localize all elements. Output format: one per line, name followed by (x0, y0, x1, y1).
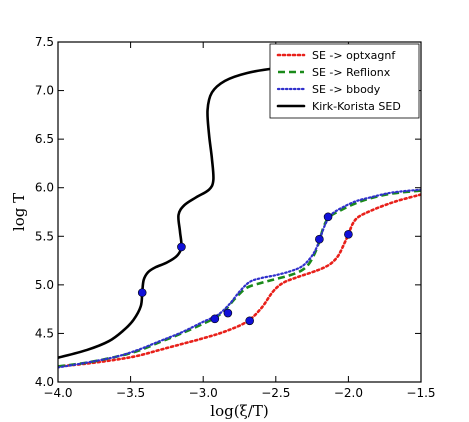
series-line-1 (58, 193, 421, 368)
x-tick-label: −3.5 (116, 386, 145, 400)
y-tick-label: 5.0 (35, 278, 54, 292)
legend: SE -> optxagnf SE -> Reflionx SE -> bbody K… (269, 43, 420, 119)
x-tick-label: −3.0 (189, 386, 218, 400)
y-tick-label: 7.5 (35, 35, 54, 49)
y-tick-label: 7.0 (35, 84, 54, 98)
legend-label-4: Kirk-Korista SED (312, 100, 401, 113)
data-marker (315, 234, 324, 244)
data-marker (177, 242, 186, 252)
data-marker (245, 316, 254, 326)
x-axis-label: log(ξ/T) (210, 402, 268, 420)
plot-frame (57, 41, 422, 383)
y-tick-label: 4.5 (35, 326, 54, 340)
legend-label-1: SE -> optxagnf (312, 49, 396, 62)
y-axis-label: log T (10, 193, 28, 231)
series-line-4 (58, 64, 323, 360)
y-tick-label: 6.0 (35, 181, 54, 195)
data-marker (210, 314, 220, 324)
plot-area (58, 64, 421, 369)
series-line-3 (58, 188, 421, 369)
data-marker (137, 288, 147, 297)
y-tick-label: 5.5 (35, 229, 54, 243)
legend-label-3: SE -> bbody (312, 83, 381, 96)
y-tick-label: 4.0 (35, 375, 54, 389)
data-marker (344, 230, 353, 239)
x-tick-label: −4.0 (43, 386, 72, 400)
x-tick-label: −2.5 (261, 386, 290, 400)
x-tick-label: −1.5 (406, 386, 435, 400)
axes-ticks: −4.0 −3.5 −3.0 −2.5 −2.0 −1.5 4.0 4.5 5.0 5.5 6.0 6… (35, 35, 436, 400)
data-marker (323, 212, 333, 222)
legend-label-2: SE -> Reflionx (312, 66, 391, 79)
x-tick-label: −2.0 (334, 386, 363, 400)
data-marker (223, 308, 233, 318)
y-tick-label: 6.5 (35, 132, 54, 146)
